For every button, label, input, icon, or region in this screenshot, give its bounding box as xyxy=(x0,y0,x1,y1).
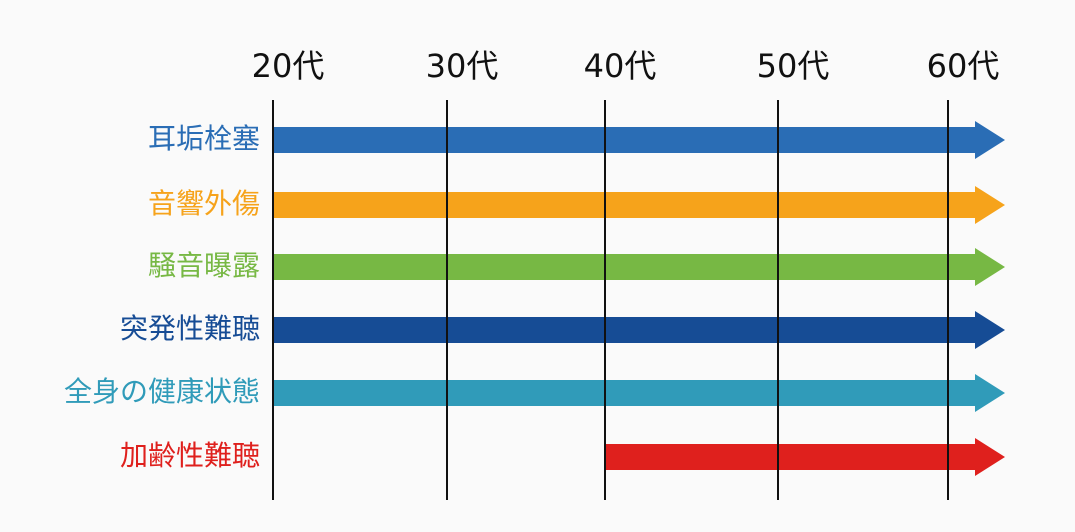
column-label: 60代 xyxy=(927,47,1000,85)
row-label: 加齢性難聴 xyxy=(120,439,260,472)
row-label: 耳垢栓塞 xyxy=(148,122,260,155)
row-label: 全身の健康状態 xyxy=(64,375,260,408)
column-label: 20代 xyxy=(252,47,325,85)
row-label: 突発性難聴 xyxy=(120,312,260,345)
column-label: 50代 xyxy=(757,47,830,85)
arrow xyxy=(273,186,1005,224)
arrow xyxy=(273,248,1005,286)
column-label: 30代 xyxy=(426,47,499,85)
arrow xyxy=(605,438,1005,476)
arrow xyxy=(273,311,1005,349)
row-label: 音響外傷 xyxy=(148,187,260,220)
arrow xyxy=(273,121,1005,159)
column-label: 40代 xyxy=(584,47,657,85)
arrow xyxy=(273,374,1005,412)
row-label: 騒音曝露 xyxy=(148,249,260,282)
